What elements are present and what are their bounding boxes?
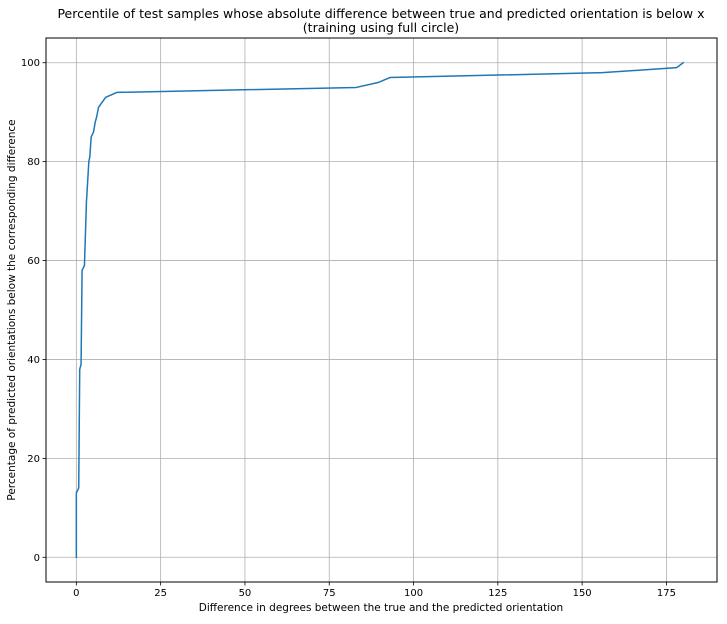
x-tick-label: 25	[154, 588, 167, 599]
x-tick-label: 75	[323, 588, 336, 599]
x-tick-label: 175	[657, 588, 676, 599]
chart-subtitle: (training using full circle)	[303, 20, 459, 35]
tick-layer: 0 25 50 75 100 125 150 175 0 20 40 60 80 100	[21, 58, 676, 599]
y-tick-label: 60	[27, 256, 40, 267]
y-tick-label: 80	[27, 157, 40, 168]
x-tick-label: 100	[404, 588, 423, 599]
y-axis-label: Percentage of predicted orientations bel…	[6, 119, 18, 500]
series-line	[75, 61, 685, 559]
x-tick-label: 125	[488, 588, 507, 599]
y-tick-label: 100	[21, 58, 40, 69]
x-tick-label: 0	[73, 588, 79, 599]
y-tick-label: 0	[34, 553, 40, 564]
x-tick-label: 50	[239, 588, 252, 599]
x-axis-label: Difference in degrees between the true a…	[199, 602, 563, 614]
plot-background	[46, 38, 717, 582]
series-layer	[75, 61, 685, 559]
x-tick-label: 150	[573, 588, 592, 599]
y-tick-label: 20	[27, 454, 40, 465]
y-tick-label: 40	[27, 355, 40, 366]
plot-frame	[45, 37, 718, 583]
chart-title: Percentile of test samples whose absolut…	[57, 6, 704, 21]
grid-layer	[46, 38, 717, 582]
